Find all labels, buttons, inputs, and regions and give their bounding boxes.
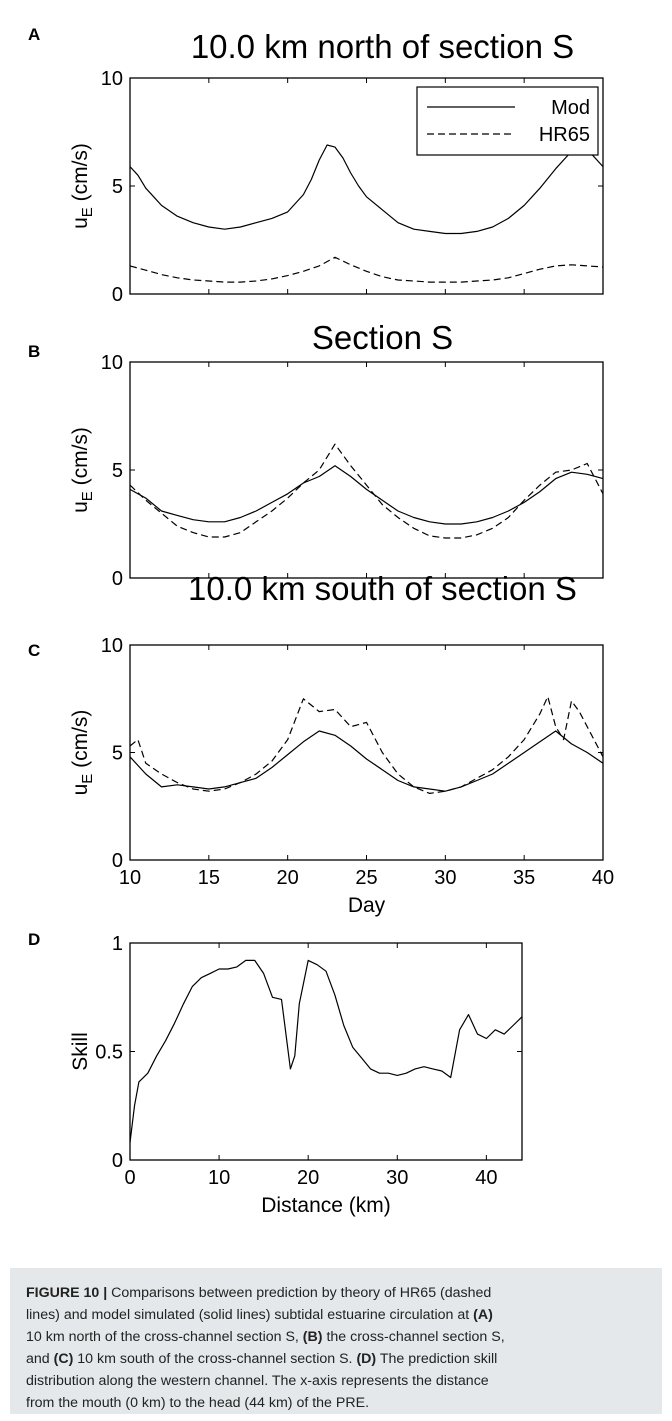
series-line-mod	[129, 730, 604, 792]
x-tick-label: 35	[513, 867, 535, 889]
panel-title: 10.0 km north of section S	[191, 28, 574, 65]
y-axis-label: Skill	[69, 1032, 92, 1071]
caption-bold-text: (C)	[53, 1351, 74, 1367]
y-tick-label: 10	[101, 352, 123, 374]
panel-letter: A	[28, 25, 40, 44]
caption-text: Comparisons between prediction by theory…	[107, 1285, 492, 1301]
y-tick-label: 0	[112, 1150, 123, 1172]
series-line-hr65	[129, 695, 604, 795]
series-line-hr65	[129, 256, 604, 283]
panel-letter: C	[28, 641, 40, 660]
caption-text: the cross-channel section S,	[322, 1329, 505, 1345]
x-tick-label: 15	[198, 867, 220, 889]
x-tick-label: 40	[592, 867, 614, 889]
legend-label: Mod	[551, 97, 590, 119]
plot-frame	[129, 644, 604, 861]
caption-bold-text: FIGURE 10 |	[26, 1285, 108, 1301]
panel-d: D 0 10 20 30 40 0 0.5 1 Skill Distance (km)	[28, 930, 523, 1217]
y-tick-label: 10	[101, 68, 123, 90]
caption-line: distribution along the western channel. …	[26, 1370, 652, 1392]
x-tick-label: 20	[277, 867, 299, 889]
y-tick-label: 0	[112, 284, 123, 306]
x-axis-label: Distance (km)	[261, 1194, 391, 1217]
panel-title: 10.0 km south of section S	[188, 570, 577, 607]
x-tick-label: 25	[355, 867, 377, 889]
series-line-mod	[129, 144, 604, 235]
panel-letter: B	[28, 342, 40, 361]
caption-bold-text: (A)	[473, 1307, 493, 1323]
series-line-skill	[129, 959, 523, 1143]
y-tick-label: 0.5	[95, 1042, 123, 1064]
caption-text: distribution along the western channel. …	[26, 1373, 489, 1389]
y-axis-label: uE (cm/s)	[69, 143, 96, 229]
y-tick-label: 5	[112, 176, 123, 198]
caption-line: and (C) 10 km south of the cross-channel…	[26, 1348, 652, 1370]
panel-c: C 10.0 km south of section S 10 15 20 25 30 35 4…	[28, 570, 614, 917]
caption-text: 10 km south of the cross-channel section…	[73, 1351, 357, 1367]
caption-bold-text: (D)	[356, 1351, 377, 1367]
y-tick-label: 5	[112, 743, 123, 765]
series-line-hr65	[129, 443, 604, 539]
legend-box	[416, 86, 599, 156]
figure-caption: FIGURE 10 | Comparisons between predicti…	[10, 1268, 662, 1414]
caption-line: FIGURE 10 | Comparisons between predicti…	[26, 1282, 652, 1304]
caption-text: from the mouth (0 km) to the head (44 km…	[26, 1395, 370, 1411]
x-tick-label: 10	[208, 1167, 230, 1189]
panel-letter: D	[28, 930, 40, 949]
x-tick-label: 0	[124, 1167, 135, 1189]
caption-text: 10 km north of the cross-channel section…	[26, 1329, 303, 1345]
panel-b: B Section S 0 5 10 uE (cm/s)	[28, 319, 604, 590]
y-tick-label: 0	[112, 850, 123, 872]
y-axis-label: uE (cm/s)	[69, 710, 96, 796]
y-tick-label: 5	[112, 460, 123, 482]
x-tick-label: 20	[297, 1167, 319, 1189]
caption-text: and	[26, 1351, 54, 1367]
y-tick-label: 0	[112, 568, 123, 590]
caption-line: lines) and model simulated (solid lines)…	[26, 1304, 652, 1326]
y-tick-label: 1	[112, 933, 123, 955]
caption-bold-text: (B)	[302, 1329, 323, 1345]
x-tick-label: 30	[386, 1167, 408, 1189]
caption-text: lines) and model simulated (solid lines)…	[26, 1307, 474, 1323]
y-axis-label: uE (cm/s)	[69, 427, 96, 513]
panel-title: Section S	[312, 319, 453, 356]
x-axis-label: Day	[348, 894, 386, 917]
plot-frame	[129, 361, 604, 579]
legend: Mod HR65	[416, 86, 599, 156]
caption-text: The prediction skill	[376, 1351, 498, 1367]
y-tick-label: 10	[101, 635, 123, 657]
legend-label: HR65	[539, 124, 590, 146]
x-tick-label: 30	[434, 867, 456, 889]
plot-frame	[129, 942, 523, 1161]
caption-line: from the mouth (0 km) to the head (44 km…	[26, 1392, 652, 1414]
x-tick-label: 40	[475, 1167, 497, 1189]
x-tick-label: 10	[119, 867, 141, 889]
caption-line: 10 km north of the cross-channel section…	[26, 1326, 652, 1348]
series-line-mod	[129, 465, 604, 525]
panel-a: A 10.0 km north of section S 0 5 10 uE (cm/s)…	[28, 25, 604, 306]
